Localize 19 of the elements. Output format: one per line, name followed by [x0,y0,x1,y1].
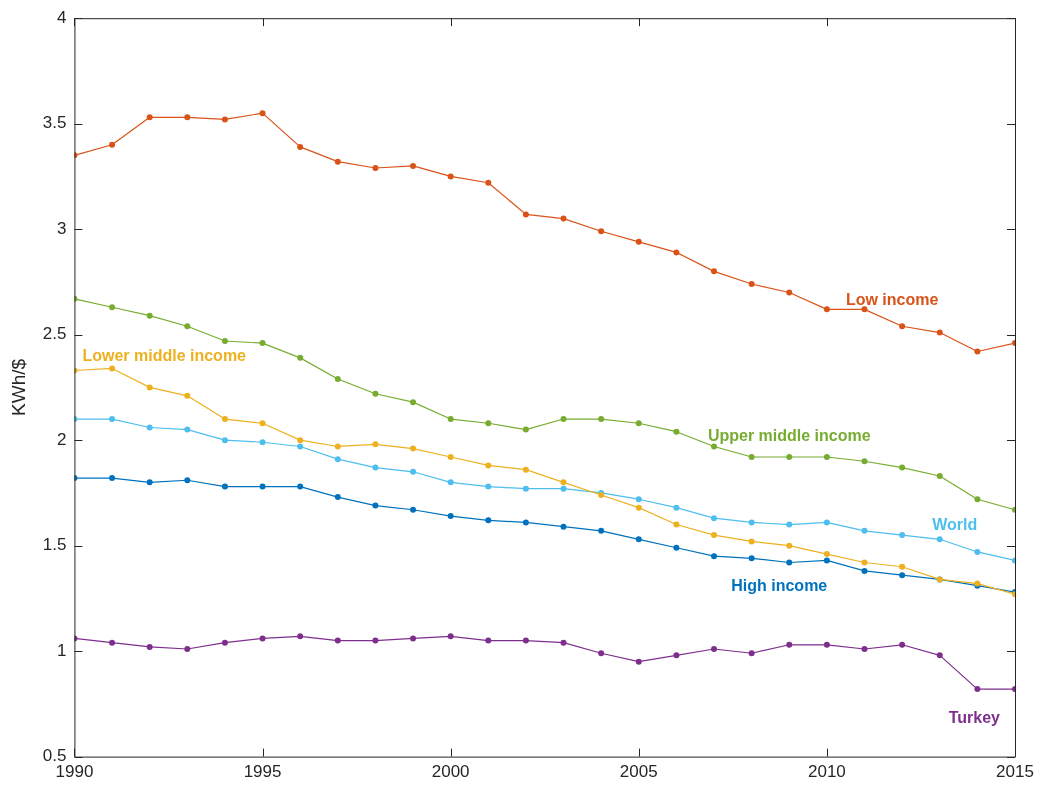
y-axis-title: KWh/$ [7,358,29,416]
series-label: High income [731,576,828,594]
y-tick-label: 2.5 [42,324,67,344]
x-tick-label: 2015 [996,762,1034,782]
x-tick-label: 2010 [807,762,846,782]
x-tick-label: 2000 [431,762,470,782]
y-tick-label: 1 [56,640,67,660]
y-tick-label: 4 [56,7,67,27]
x-tick-label: 2005 [619,762,658,782]
y-tick-label: 3 [56,218,67,238]
y-tick-label: 2 [56,429,67,449]
x-tick-label: 1995 [243,762,282,782]
series-label: Turkey [948,709,1001,727]
series-label: Upper middle income [707,427,871,445]
series-label: Low income [845,290,939,308]
series-label: Lower middle income [82,346,247,364]
series-label: World [932,515,978,533]
y-tick-label: 3.5 [42,113,67,133]
y-tick-label: 1.5 [42,535,67,555]
